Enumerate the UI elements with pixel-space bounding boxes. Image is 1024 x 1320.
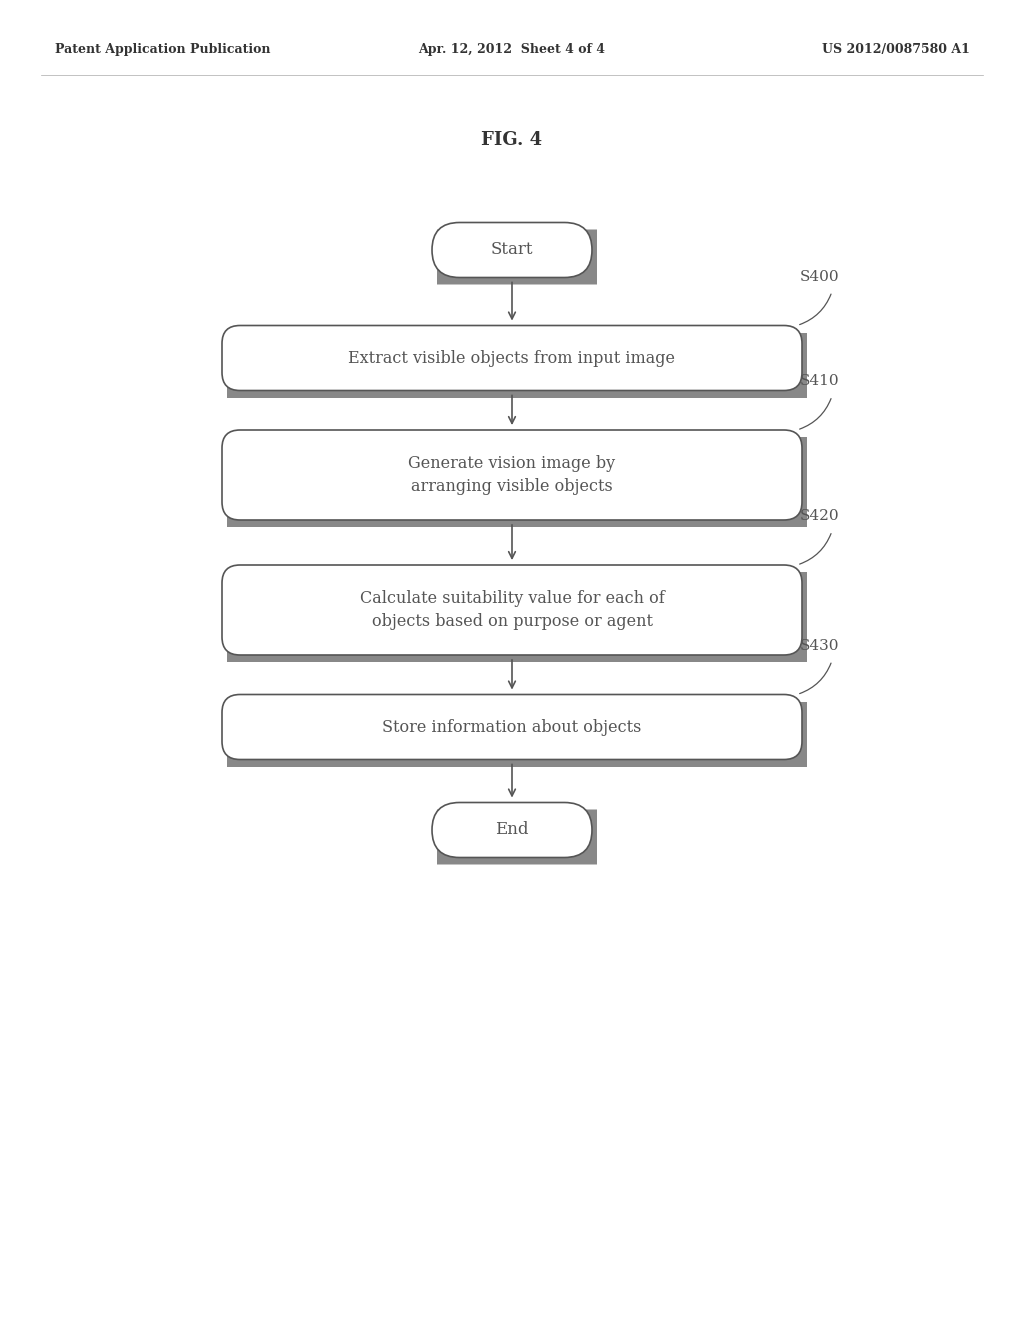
- Text: FIG. 4: FIG. 4: [481, 131, 543, 149]
- Text: Start: Start: [490, 242, 534, 259]
- FancyBboxPatch shape: [437, 809, 597, 865]
- FancyBboxPatch shape: [222, 565, 802, 655]
- Text: S410: S410: [800, 374, 839, 388]
- Text: S400: S400: [800, 269, 839, 284]
- FancyBboxPatch shape: [432, 803, 592, 858]
- Text: S430: S430: [800, 639, 839, 652]
- FancyBboxPatch shape: [222, 694, 802, 759]
- Text: S420: S420: [800, 510, 839, 523]
- FancyBboxPatch shape: [432, 223, 592, 277]
- Text: Calculate suitability value for each of
objects based on purpose or agent: Calculate suitability value for each of …: [359, 590, 665, 630]
- FancyBboxPatch shape: [227, 572, 807, 663]
- Text: Apr. 12, 2012  Sheet 4 of 4: Apr. 12, 2012 Sheet 4 of 4: [419, 44, 605, 57]
- FancyBboxPatch shape: [437, 230, 597, 285]
- Text: End: End: [496, 821, 528, 838]
- Text: Extract visible objects from input image: Extract visible objects from input image: [348, 350, 676, 367]
- Text: Store information about objects: Store information about objects: [382, 718, 642, 735]
- FancyBboxPatch shape: [227, 333, 807, 397]
- FancyBboxPatch shape: [227, 437, 807, 527]
- Text: Patent Application Publication: Patent Application Publication: [55, 44, 270, 57]
- Text: Generate vision image by
arranging visible objects: Generate vision image by arranging visib…: [409, 455, 615, 495]
- FancyBboxPatch shape: [227, 701, 807, 767]
- FancyBboxPatch shape: [222, 430, 802, 520]
- FancyBboxPatch shape: [222, 326, 802, 391]
- Text: US 2012/0087580 A1: US 2012/0087580 A1: [822, 44, 970, 57]
